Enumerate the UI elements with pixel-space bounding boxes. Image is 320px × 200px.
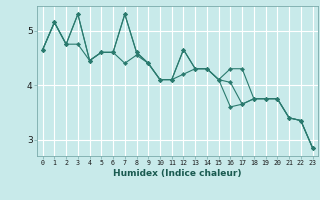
X-axis label: Humidex (Indice chaleur): Humidex (Indice chaleur) xyxy=(113,169,242,178)
